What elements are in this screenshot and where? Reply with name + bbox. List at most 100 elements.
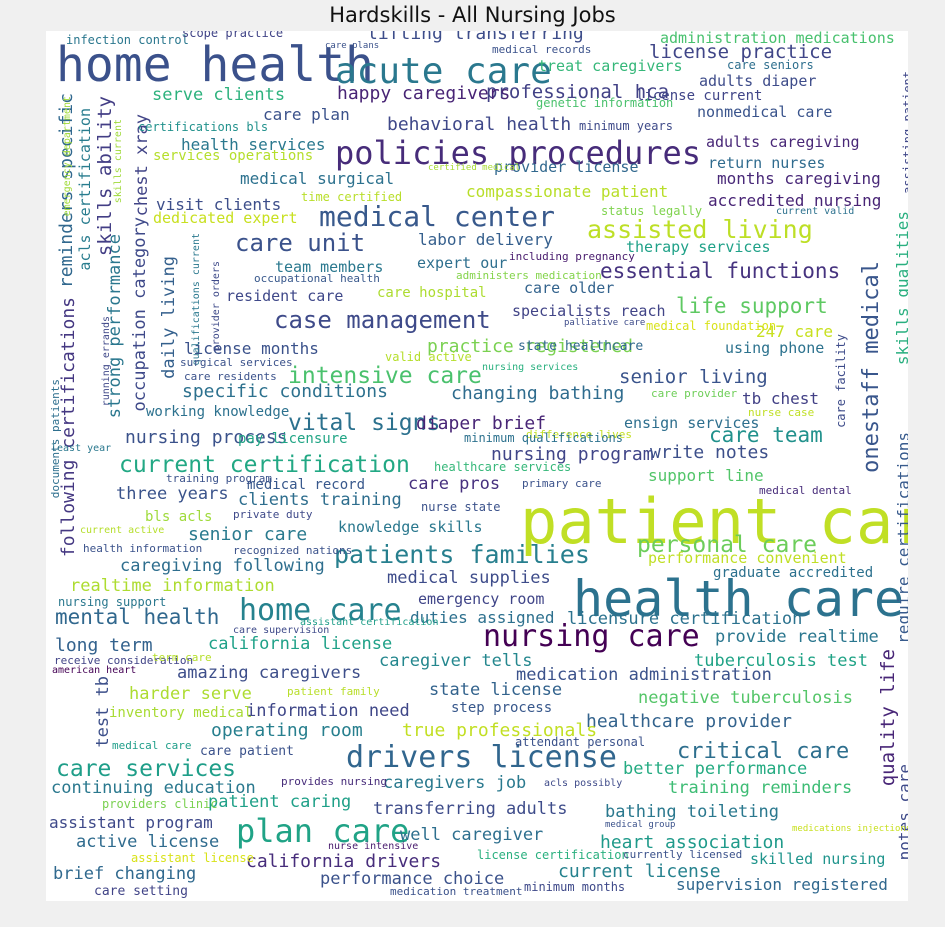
word-nursing-support: nursing support bbox=[58, 595, 167, 609]
word-time-certified: time certified bbox=[301, 190, 403, 204]
word-adults-caregiving: adults caregiving bbox=[706, 133, 860, 151]
word-minimum-years: minimum years bbox=[579, 119, 673, 133]
word-recognized-nations: recognized nations bbox=[233, 544, 353, 557]
word-provides-nursing: provides nursing bbox=[281, 775, 387, 788]
word-daily-living: daily living bbox=[159, 256, 179, 379]
word-acls-possibly: acls possibly bbox=[544, 778, 623, 789]
word-license-current: license current bbox=[636, 88, 763, 104]
word-assistant-certification: assistant certification bbox=[300, 617, 439, 628]
word-senior-care: senior care bbox=[188, 524, 308, 545]
word-provider-license: provider license bbox=[494, 158, 639, 176]
word-services-operations: services operations bbox=[153, 148, 314, 164]
word-return-nurses: return nurses bbox=[708, 154, 826, 172]
word-following-certifications: following certifications bbox=[58, 297, 79, 558]
word-long-term: long term bbox=[55, 635, 153, 656]
word-primary-care: primary care bbox=[522, 477, 602, 490]
word-health-services: health services bbox=[181, 135, 326, 154]
word-home-care: home care bbox=[239, 593, 402, 628]
word-palliative-care: palliative care bbox=[564, 318, 646, 328]
word-duties-assigned: duties assigned bbox=[410, 608, 555, 627]
word-provide-realtime: provide realtime bbox=[715, 627, 879, 647]
word-personal-care: personal care bbox=[637, 532, 818, 558]
word-care-setting: care setting bbox=[94, 884, 188, 899]
word-healthcare-provider: healthcare provider bbox=[586, 711, 792, 732]
word-care-team: care team bbox=[709, 423, 823, 447]
word-lifting-transferring: lifting transferring bbox=[367, 31, 584, 44]
word-negative-tuberculosis: negative tuberculosis bbox=[638, 688, 853, 708]
word-nursing-care: nursing care bbox=[483, 619, 700, 654]
word-practice-registered: practice registered bbox=[427, 336, 633, 357]
word-medical-foundation: medical foundation bbox=[646, 319, 777, 333]
word-care-older: care older bbox=[524, 279, 615, 297]
word-life-support: life support bbox=[676, 294, 828, 318]
word-changing-bathing: changing bathing bbox=[451, 383, 625, 404]
word-medical-surgical: medical surgical bbox=[240, 169, 395, 188]
word-acls-certification: acls certification bbox=[76, 108, 94, 271]
word-happy-caregivers: happy caregivers bbox=[337, 83, 511, 104]
word-training-program: training program bbox=[166, 472, 272, 485]
word-senior-living: senior living bbox=[619, 366, 768, 388]
word-medical-record: medical record bbox=[247, 477, 366, 493]
word-caregivers-job: caregivers job bbox=[383, 773, 527, 793]
word-current-valid: current valid bbox=[776, 206, 855, 217]
word-emergency-department: emergency department bbox=[62, 96, 73, 217]
word-resident-care: resident care bbox=[226, 287, 344, 305]
word-medical-care: medical care bbox=[112, 739, 192, 752]
word-care-patient: care patient bbox=[200, 744, 294, 759]
word-status-legally: status legally bbox=[601, 204, 703, 218]
word-surgical-services: surgical services bbox=[180, 356, 293, 369]
word-assistant-program: assistant program bbox=[49, 813, 213, 832]
word-operating-room: operating room bbox=[211, 720, 363, 741]
word-visit-clients: visit clients bbox=[156, 195, 282, 214]
word-policies-procedures: policies procedures bbox=[335, 134, 702, 172]
word-inventory-medical: inventory medical bbox=[109, 705, 253, 721]
word-medication-administration: medication administration bbox=[516, 665, 772, 685]
word-receive-consideration: receive consideration bbox=[54, 654, 194, 667]
word-tuberculosis-test: tuberculosis test bbox=[694, 651, 868, 671]
word-state-license: state license bbox=[429, 680, 563, 700]
word-require-certifications: require certifications bbox=[894, 432, 908, 644]
word-medical-group: medical group bbox=[605, 820, 676, 830]
word-care-pros: care pros bbox=[408, 474, 501, 494]
word-administers-medication: administers medication bbox=[456, 269, 602, 282]
word-california-drivers: california drivers bbox=[246, 851, 442, 872]
word-administration-medications: administration medications bbox=[660, 31, 895, 47]
word-behavioral-health: behavioral health bbox=[387, 114, 572, 135]
word-healthcare-services: healthcare services bbox=[434, 460, 572, 474]
word-tb-chest: tb chest bbox=[742, 389, 820, 408]
word-minimum-months: minimum months bbox=[524, 880, 626, 894]
word-skills-qualities: skills qualities bbox=[893, 211, 908, 366]
word-assisting-patient: assisting patient bbox=[901, 71, 908, 194]
word-genetic-information: genetic information bbox=[536, 96, 674, 110]
word-certifications-bls: certifications bls bbox=[138, 120, 269, 134]
word-infection-control: infection control bbox=[66, 33, 189, 47]
word-emergency-room: emergency room bbox=[418, 590, 545, 608]
word-using-phone: using phone bbox=[725, 339, 825, 357]
word-intensive-care: intensive care bbox=[288, 363, 482, 389]
word-medical-records: medical records bbox=[492, 43, 592, 56]
word-patient-caring: patient caring bbox=[208, 792, 352, 812]
word-assistant-license: assistant license bbox=[131, 851, 254, 865]
word-247-care: 247 care bbox=[756, 322, 834, 341]
word-case-management: case management bbox=[274, 306, 491, 334]
word-least-year: least year bbox=[51, 443, 112, 454]
word-skills-current: skills current bbox=[113, 119, 124, 204]
word-currently-licensed: currently licensed bbox=[623, 848, 743, 861]
word-american-heart: american heart bbox=[52, 665, 137, 676]
word-patients-families: patients families bbox=[334, 540, 590, 569]
word-notes-care: notes care bbox=[895, 764, 908, 861]
word-specific-conditions: specific conditions bbox=[182, 381, 388, 402]
word-well-caregiver: well caregiver bbox=[400, 825, 544, 845]
word-care-plans: care plans bbox=[325, 41, 380, 51]
word-treat-caregivers: treat caregivers bbox=[538, 57, 683, 75]
word-skilled-nursing: skilled nursing bbox=[750, 850, 886, 868]
word-onestaff-medical: onestaff medical bbox=[859, 261, 884, 473]
word-providers-clinic: providers clinic bbox=[102, 797, 218, 811]
word-care-hospital: care hospital bbox=[377, 285, 487, 301]
word-medication-treatment: medication treatment bbox=[390, 885, 523, 898]
word-provider-orders: provider orders bbox=[211, 261, 222, 352]
word-caregiving-following: caregiving following bbox=[120, 556, 325, 576]
word-nurse-case: nurse case bbox=[748, 406, 815, 419]
word-realtime-information: realtime information bbox=[70, 576, 275, 596]
word-nursing-process: nursing process bbox=[125, 427, 288, 448]
